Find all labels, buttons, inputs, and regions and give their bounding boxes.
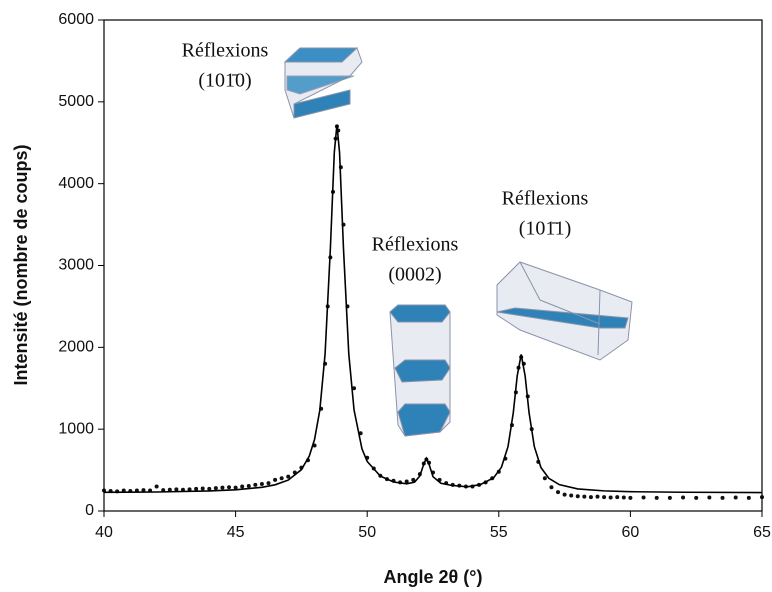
data-point — [569, 493, 574, 498]
data-point — [694, 495, 699, 500]
x-tick-label: 65 — [753, 524, 771, 541]
data-point — [667, 495, 672, 500]
data-point — [246, 484, 251, 489]
data-point — [615, 495, 620, 500]
data-point — [588, 495, 593, 500]
data-point — [154, 484, 159, 489]
data-point — [733, 495, 738, 500]
data-point — [213, 486, 218, 491]
data-point — [602, 495, 607, 500]
data-point — [549, 485, 554, 490]
crystal-icon — [389, 304, 451, 437]
data-point — [253, 482, 258, 487]
plot-area — [102, 124, 764, 500]
data-point — [404, 479, 409, 484]
annotation: Réflexions — [372, 234, 459, 256]
annotation: (101̄1) — [519, 218, 572, 240]
data-point — [352, 386, 357, 391]
data-point — [279, 476, 284, 481]
y-tick-label: 3000 — [58, 257, 94, 274]
y-tick-label: 4000 — [58, 175, 94, 192]
data-point — [233, 485, 238, 490]
data-point — [562, 492, 567, 497]
data-point — [542, 476, 547, 481]
x-tick-label: 45 — [227, 524, 245, 541]
data-point — [174, 487, 179, 492]
data-point — [641, 495, 646, 500]
y-tick-label: 6000 — [58, 11, 94, 28]
x-axis-title: Angle 2θ (°) — [384, 567, 483, 587]
data-point — [207, 486, 212, 491]
x-tick-label: 50 — [358, 524, 376, 541]
data-point — [286, 474, 291, 479]
data-point — [141, 488, 146, 493]
data-point — [707, 495, 712, 500]
data-point — [167, 487, 172, 492]
data-point — [595, 494, 600, 499]
data-point — [654, 495, 659, 500]
annotation: Réflexions — [182, 40, 269, 62]
data-point — [575, 494, 580, 499]
data-point — [194, 486, 199, 491]
data-point — [582, 494, 587, 499]
data-point — [720, 495, 725, 500]
fit-line — [103, 124, 763, 494]
data-point — [556, 490, 561, 495]
data-point — [259, 481, 264, 486]
y-tick-label: 0 — [85, 502, 94, 519]
x-tick-label: 40 — [95, 524, 113, 541]
data-point — [621, 495, 626, 500]
y-tick-label: 2000 — [58, 339, 94, 356]
annotation: Réflexions — [502, 188, 589, 210]
data-point — [273, 477, 278, 482]
data-point — [628, 495, 633, 500]
data-point — [608, 495, 613, 500]
annotation: (0002) — [388, 264, 441, 286]
x-tick-label: 60 — [622, 524, 640, 541]
data-point — [681, 495, 686, 500]
data-point — [411, 477, 416, 482]
annotation: (101̄0) — [198, 70, 251, 92]
y-axis-title: Intensité (nombre de coups) — [11, 144, 31, 385]
crystal-icon — [496, 261, 633, 361]
x-tick-label: 55 — [490, 524, 508, 541]
y-tick-label: 1000 — [58, 420, 94, 437]
data-point — [200, 486, 205, 491]
data-point — [266, 481, 271, 486]
data-point — [227, 485, 232, 490]
data-point — [240, 484, 245, 489]
data-point — [746, 495, 751, 500]
y-tick-label: 5000 — [58, 93, 94, 110]
data-point — [187, 487, 192, 492]
data-point — [220, 485, 225, 490]
crystal-icon — [283, 47, 363, 119]
